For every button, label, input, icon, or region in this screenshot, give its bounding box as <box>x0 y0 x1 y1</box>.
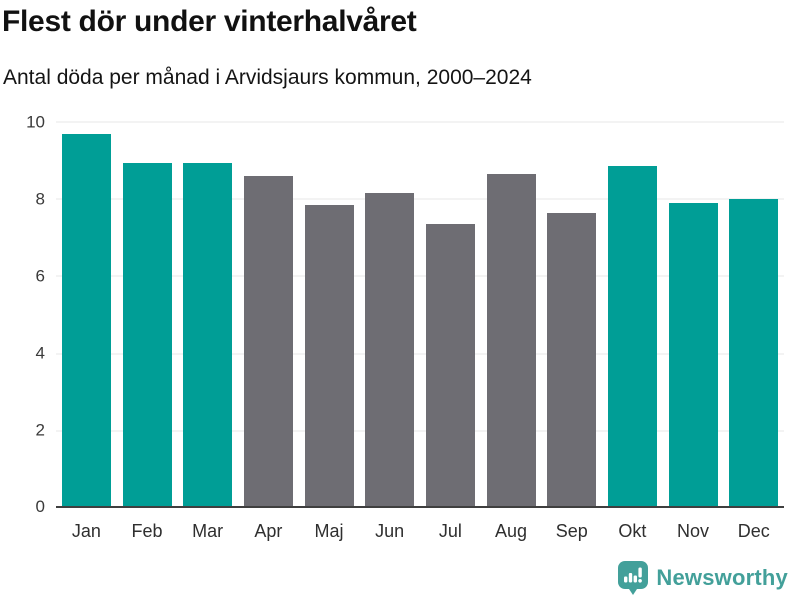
x-tick-label-jul: Jul <box>438 521 462 541</box>
bar-feb <box>122 162 172 508</box>
bar-slot-jun: Jun <box>359 122 420 541</box>
x-tick-label-dec: Dec <box>737 521 770 541</box>
bar-dec <box>729 199 779 508</box>
y-tick-label-0: 0 <box>35 497 45 516</box>
y-tick-label-4: 4 <box>35 343 45 363</box>
bar-slot-feb: Feb <box>117 122 178 541</box>
newsworthy-logo-text: Newsworthy <box>656 565 788 590</box>
bar-slot-jul: Jul <box>420 122 481 541</box>
gridline-8: 8 <box>36 189 784 208</box>
bar-slot-dec: Dec <box>723 122 784 541</box>
chart-subtitle: Antal döda per månad i Arvidsjaurs kommu… <box>3 66 532 89</box>
y-tick-label-8: 8 <box>35 189 45 209</box>
x-tick-label-maj: Maj <box>314 521 344 541</box>
y-tick-label-2: 2 <box>35 420 45 440</box>
newsworthy-logo[interactable]: Newsworthy <box>618 561 788 595</box>
y-tick-label-10: 10 <box>26 112 45 131</box>
bar-jan <box>61 133 111 508</box>
bar-jun <box>365 193 415 508</box>
bar-nov <box>668 203 718 508</box>
gridline-6: 6 <box>36 266 784 285</box>
bar-maj <box>304 205 354 508</box>
gridline-4: 4 <box>36 344 784 363</box>
bar-slot-apr: Apr <box>238 122 299 541</box>
chart-title: Flest dör under vinterhalvåret <box>2 5 417 38</box>
gridline-0: 0 <box>36 497 784 516</box>
bar-apr <box>243 176 293 508</box>
plot-area: 0 2 4 6 8 10 Jan Feb Mar Apr Maj Jun Jul Aug Sep Okt No… <box>26 112 784 541</box>
bar-jul <box>425 224 475 508</box>
bar-slot-mar: Mar <box>177 122 238 541</box>
x-tick-label-nov: Nov <box>677 521 710 541</box>
bar-slot-nov: Nov <box>663 122 724 541</box>
x-tick-label-apr: Apr <box>254 521 283 541</box>
bar-series: Jan Feb Mar Apr Maj Jun Jul Aug Sep Okt Nov Dec <box>56 122 784 541</box>
x-tick-label-okt: Okt <box>618 521 647 541</box>
x-tick-label-sep: Sep <box>555 521 588 541</box>
x-tick-label-mar: Mar <box>192 521 224 541</box>
x-tick-label-jan: Jan <box>71 521 101 541</box>
x-tick-label-feb: Feb <box>131 521 163 541</box>
bar-slot-maj: Maj <box>299 122 360 541</box>
bar-mar <box>183 162 233 508</box>
x-tick-label-aug: Aug <box>495 521 528 541</box>
y-tick-label-6: 6 <box>35 266 45 286</box>
bar-slot-okt: Okt <box>602 122 663 541</box>
bar-aug <box>486 174 536 508</box>
x-tick-label-jun: Jun <box>375 521 405 541</box>
bar-slot-aug: Aug <box>481 122 542 541</box>
gridline-2: 2 <box>36 421 784 440</box>
bar-sep <box>547 212 597 508</box>
gridline-10: 10 <box>26 112 784 131</box>
bar-slot-sep: Sep <box>541 122 602 541</box>
newsworthy-icon <box>618 561 649 595</box>
bar-okt <box>607 166 657 508</box>
bar-slot-jan: Jan <box>56 122 117 541</box>
